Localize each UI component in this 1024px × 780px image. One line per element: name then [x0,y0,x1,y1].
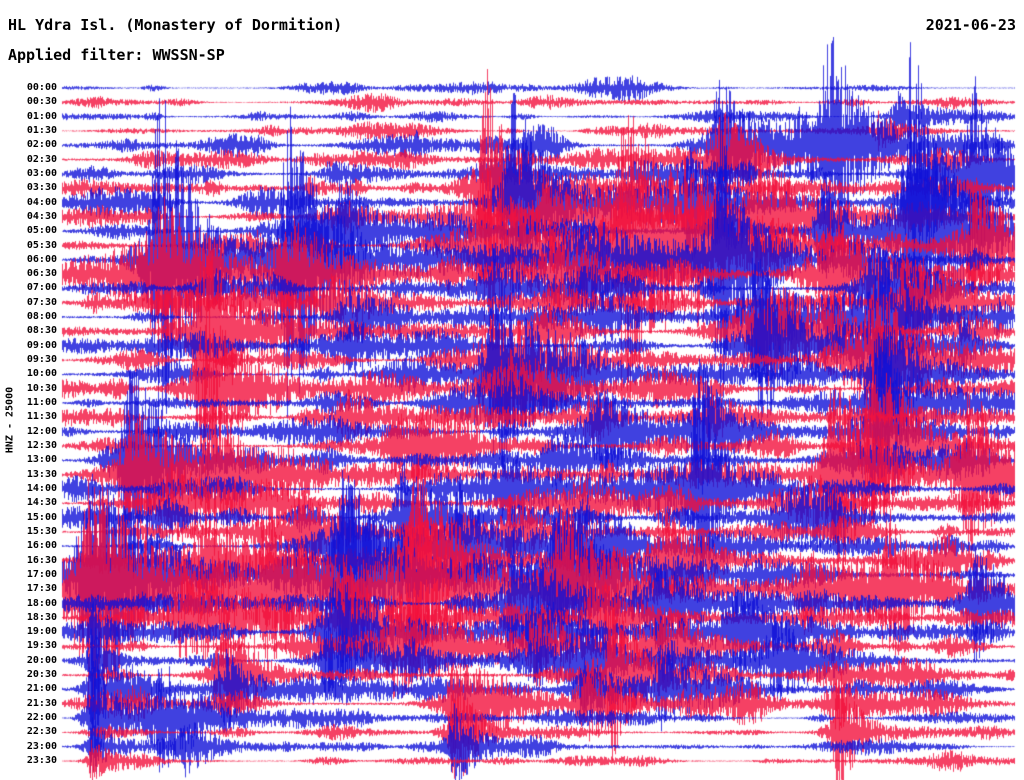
time-label: 14:30 [26,497,57,509]
time-label: 06:00 [26,253,57,265]
time-label: 02:30 [26,153,57,165]
time-label: 15:30 [26,525,57,537]
time-label: 17:00 [26,568,57,580]
time-label: 03:30 [26,182,57,194]
time-label: 22:00 [26,712,57,724]
time-label: 18:00 [26,597,57,609]
time-label: 08:30 [26,325,57,337]
time-label: 01:30 [26,124,57,136]
time-label: 15:00 [26,511,57,523]
date-label: 2021-06-23 [925,16,1016,34]
time-label: 12:30 [26,440,57,451]
time-label: 07:00 [26,282,57,294]
time-label: 05:30 [26,239,57,251]
time-label: 10:30 [26,382,57,394]
time-label: 02:00 [26,139,57,151]
time-label: 18:30 [26,611,57,623]
time-label: 20:30 [26,669,57,681]
time-label: 10:00 [26,368,57,380]
time-label: 13:00 [26,454,57,466]
time-label: 19:00 [26,626,57,638]
time-label: 00:00 [26,82,57,93]
time-label: 13:30 [26,468,57,480]
time-label: 09:00 [26,339,57,351]
time-label: 17:30 [26,583,57,595]
time-label: 08:00 [26,311,57,323]
time-label: 06:30 [26,268,57,280]
time-label: 11:30 [26,411,57,423]
time-label: 21:30 [26,697,57,709]
time-label: 04:00 [26,196,57,208]
time-label: 07:30 [26,296,57,308]
time-label: 16:30 [26,554,57,566]
time-label: 14:00 [26,482,57,494]
station-title: HL Ydra Isl. (Monastery of Dormition) [8,16,343,34]
time-label: 11:00 [26,397,57,409]
time-label: 00:30 [26,96,57,108]
time-label: 12:00 [26,425,57,437]
time-label: 23:00 [26,740,57,752]
time-label: 05:00 [26,225,57,237]
time-label: 23:30 [26,755,57,767]
time-label: 19:30 [26,640,57,652]
time-label: 20:00 [26,654,57,666]
time-label: 04:30 [26,210,57,222]
time-label: 21:00 [26,683,57,695]
filter-label: Applied filter: WWSSN-SP [8,46,225,64]
time-label: 03:00 [26,167,57,179]
time-label: 16:00 [26,540,57,552]
time-label: 09:30 [26,354,57,366]
time-label: 22:30 [26,726,57,738]
time-label: 01:00 [26,110,57,122]
